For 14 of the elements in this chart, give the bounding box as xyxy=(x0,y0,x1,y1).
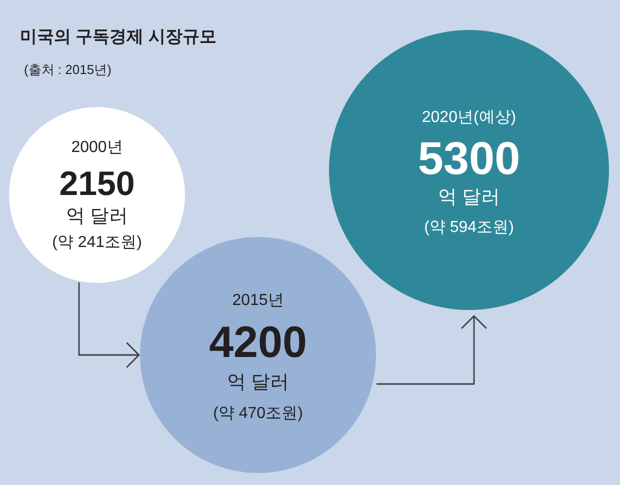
text: 억 달러 xyxy=(438,187,500,208)
text: 미국의 구독경제 시장규모 xyxy=(20,27,216,46)
text: (약 241조원) xyxy=(52,234,142,251)
data-label: 5300 xyxy=(418,132,520,184)
category-label: 2000년 xyxy=(71,139,123,156)
text: 억 달러 xyxy=(226,372,290,393)
text: (출처 : 2015년) xyxy=(24,62,112,77)
category-label: 2020년(예상) xyxy=(422,109,516,126)
category-label: 2015년 xyxy=(232,292,284,309)
text: (약 594조원) xyxy=(424,219,514,236)
text: (약 470조원) xyxy=(213,405,303,422)
data-label: 2150 xyxy=(59,165,135,203)
data-label: 4200 xyxy=(209,318,307,367)
text: 억 달러 xyxy=(66,206,128,227)
